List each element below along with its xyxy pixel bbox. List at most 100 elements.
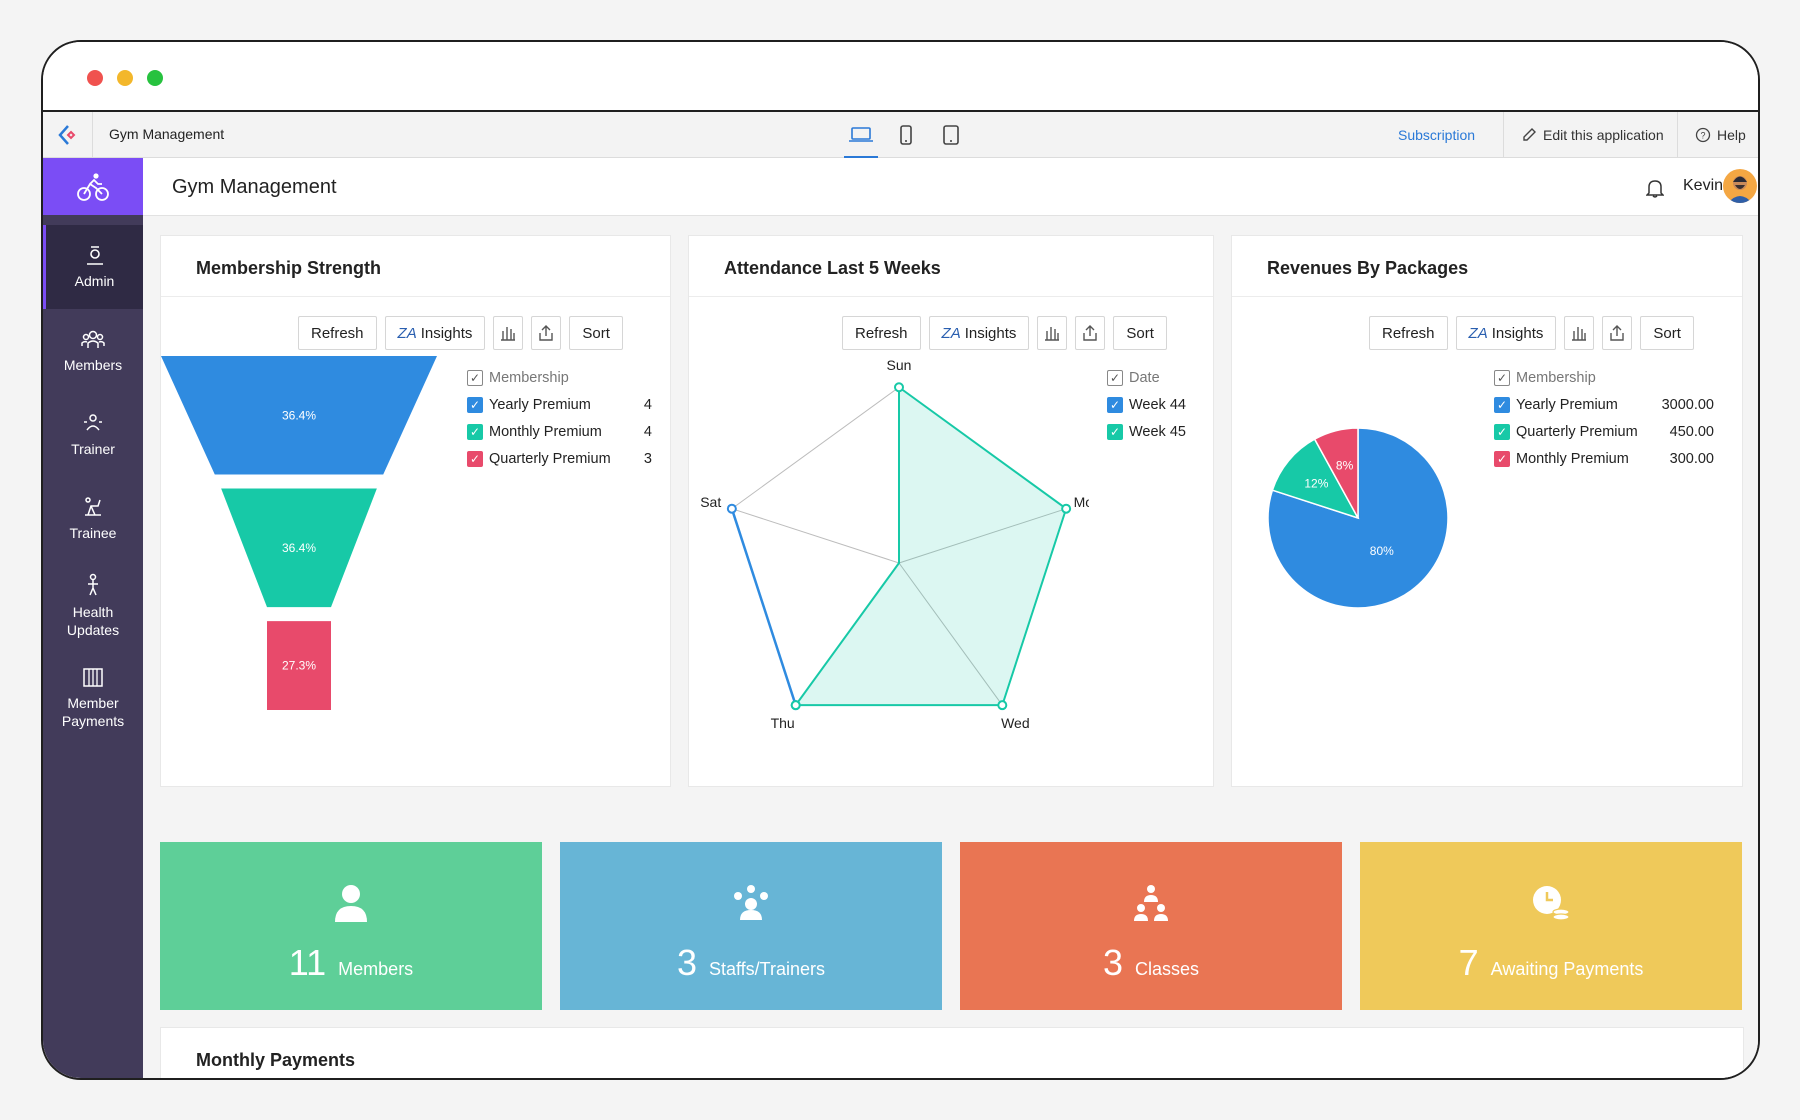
main-content: Gym Management Kevin Membership Strength… (143, 158, 1758, 1078)
sidebar-item-trainer[interactable]: Trainer (43, 393, 143, 477)
funnel-label: 36.4% (282, 408, 316, 422)
sidebar-item-label: Members (63, 357, 123, 373)
legend-checkbox[interactable]: ✓ (467, 423, 483, 440)
radar-chart: Sun Mon Wed Thu Sat (700, 357, 1089, 731)
radar-axis-label: Thu (771, 715, 795, 731)
insights-button[interactable]: ZA Insights (928, 316, 1030, 350)
brand-cyclist-icon[interactable] (43, 158, 143, 215)
user-name[interactable]: Kevin (1683, 177, 1724, 194)
notification-bell-icon[interactable] (1646, 178, 1664, 198)
radar-spoke (898, 562, 1003, 706)
legend-checkbox[interactable]: ✓ (1494, 450, 1510, 467)
legend-value: 4 (643, 396, 652, 413)
funnel-segment (161, 356, 437, 475)
chart-type-button[interactable] (1037, 316, 1068, 350)
radar-spoke (731, 508, 900, 564)
insights-label: Insights (1491, 324, 1544, 342)
legend-checkbox[interactable]: ✓ (1107, 396, 1123, 413)
radar-series-line (730, 508, 797, 706)
tablet-view-icon[interactable] (936, 123, 966, 147)
sort-button[interactable]: Sort (569, 316, 623, 350)
pencil-icon (1523, 127, 1536, 141)
insights-icon: ZA (1468, 324, 1488, 342)
legend-header-checkbox[interactable]: ✓ (467, 369, 483, 386)
legend-checkbox[interactable]: ✓ (467, 450, 483, 467)
refresh-button[interactable]: Refresh (1369, 316, 1448, 350)
pie-label: 80% (1370, 544, 1394, 558)
legend-value: 3 (643, 450, 652, 467)
group-icon (734, 885, 768, 920)
app-name: Gym Management (109, 126, 225, 142)
sidebar-item-members[interactable]: Members (43, 309, 143, 393)
revenue-legend: ✓ Membership ✓ Yearly Premium 3000.00 ✓ Quar… (1494, 364, 1714, 472)
legend-header-checkbox[interactable]: ✓ (1107, 369, 1123, 386)
stat-tile-awaiting-payments[interactable]: 7 Awaiting Payments (1360, 842, 1742, 1010)
radar-point (997, 700, 1008, 711)
svg-text:?: ? (1700, 130, 1705, 140)
legend-label: Quarterly Premium (1516, 423, 1638, 440)
stat-tile-classes[interactable]: 3 Classes (960, 842, 1342, 1010)
export-button[interactable] (531, 316, 562, 350)
sidebar-item-member-payments[interactable]: Member Payments (43, 651, 143, 745)
card-title: Monthly Payments (196, 1050, 356, 1070)
stat-number: 11 (288, 942, 327, 983)
close-window-button[interactable] (87, 70, 103, 86)
card-title: Membership Strength (196, 258, 382, 278)
edit-application-button[interactable]: Edit this application (1521, 112, 1664, 157)
legend-header-checkbox[interactable]: ✓ (1494, 369, 1510, 386)
maximize-window-button[interactable] (147, 70, 163, 86)
export-button[interactable] (1602, 316, 1633, 350)
attendance-card: Attendance Last 5 Weeks Refresh ZA Insigh… (688, 235, 1214, 787)
person-icon (335, 885, 367, 922)
sort-button[interactable]: Sort (1640, 316, 1694, 350)
membership-strength-card: Membership Strength Refresh ZA Insights S… (160, 235, 671, 787)
insights-button[interactable]: ZA Insights (1455, 316, 1557, 350)
insights-icon: ZA (397, 324, 417, 342)
funnel-segment (267, 621, 331, 710)
chart-type-button[interactable] (1564, 316, 1595, 350)
stat-tile-members[interactable]: 11 Members (160, 842, 542, 1010)
legend-value: 4 (643, 423, 652, 440)
legend-value: 300.00 (1669, 450, 1714, 467)
sidebar-item-admin[interactable]: Admin (43, 225, 143, 309)
window-titlebar (43, 42, 1758, 112)
legend-checkbox[interactable]: ✓ (1494, 423, 1510, 440)
subscription-link[interactable]: Subscription (1398, 126, 1476, 143)
legend-checkbox[interactable]: ✓ (467, 396, 483, 413)
chart-type-button[interactable] (493, 316, 524, 350)
minimize-window-button[interactable] (117, 70, 133, 86)
legend-checkbox[interactable]: ✓ (1494, 396, 1510, 413)
card-title: Revenues By Packages (1267, 258, 1469, 278)
membership-legend: ✓ Membership ✓ Yearly Premium 4 ✓ Monthly Pr… (467, 364, 652, 472)
help-button[interactable]: ? Help (1695, 112, 1746, 157)
sidebar-item-trainee[interactable]: Trainee (43, 477, 143, 561)
app-logo-icon[interactable] (43, 112, 93, 157)
help-icon: ? (1695, 127, 1711, 142)
stat-label: Classes (1135, 959, 1200, 979)
radar-point (1061, 503, 1072, 514)
pie-slice (1271, 438, 1360, 520)
pie-label: 12% (1304, 477, 1328, 491)
insights-button[interactable]: ZA Insights (384, 316, 486, 350)
health-icon (88, 573, 98, 596)
export-button[interactable] (1075, 316, 1106, 350)
mobile-view-icon[interactable] (891, 123, 921, 147)
sidebar-item-label: Admin (74, 273, 115, 289)
refresh-button[interactable]: Refresh (298, 316, 377, 350)
legend-checkbox[interactable]: ✓ (1107, 423, 1123, 440)
sidebar-item-health-updates[interactable]: Health Updates (43, 561, 143, 651)
funnel-label: 36.4% (282, 541, 316, 555)
page-header: Gym Management Kevin (143, 158, 1758, 216)
desktop-view-icon[interactable] (844, 123, 878, 158)
pie-slice (1313, 427, 1359, 519)
legend-label: Monthly Premium (489, 423, 602, 440)
refresh-button[interactable]: Refresh (842, 316, 921, 350)
legend-label: Yearly Premium (489, 396, 591, 413)
bar-chart-icon (1045, 327, 1060, 341)
stat-tile-staffs[interactable]: 3 Staffs/Trainers (560, 842, 942, 1010)
bar-chart-icon (1572, 327, 1587, 341)
avatar[interactable] (1723, 169, 1757, 203)
radar-point (726, 503, 737, 514)
sort-button[interactable]: Sort (1113, 316, 1167, 350)
revenue-card: Revenues By Packages Refresh ZA Insights … (1231, 235, 1743, 787)
